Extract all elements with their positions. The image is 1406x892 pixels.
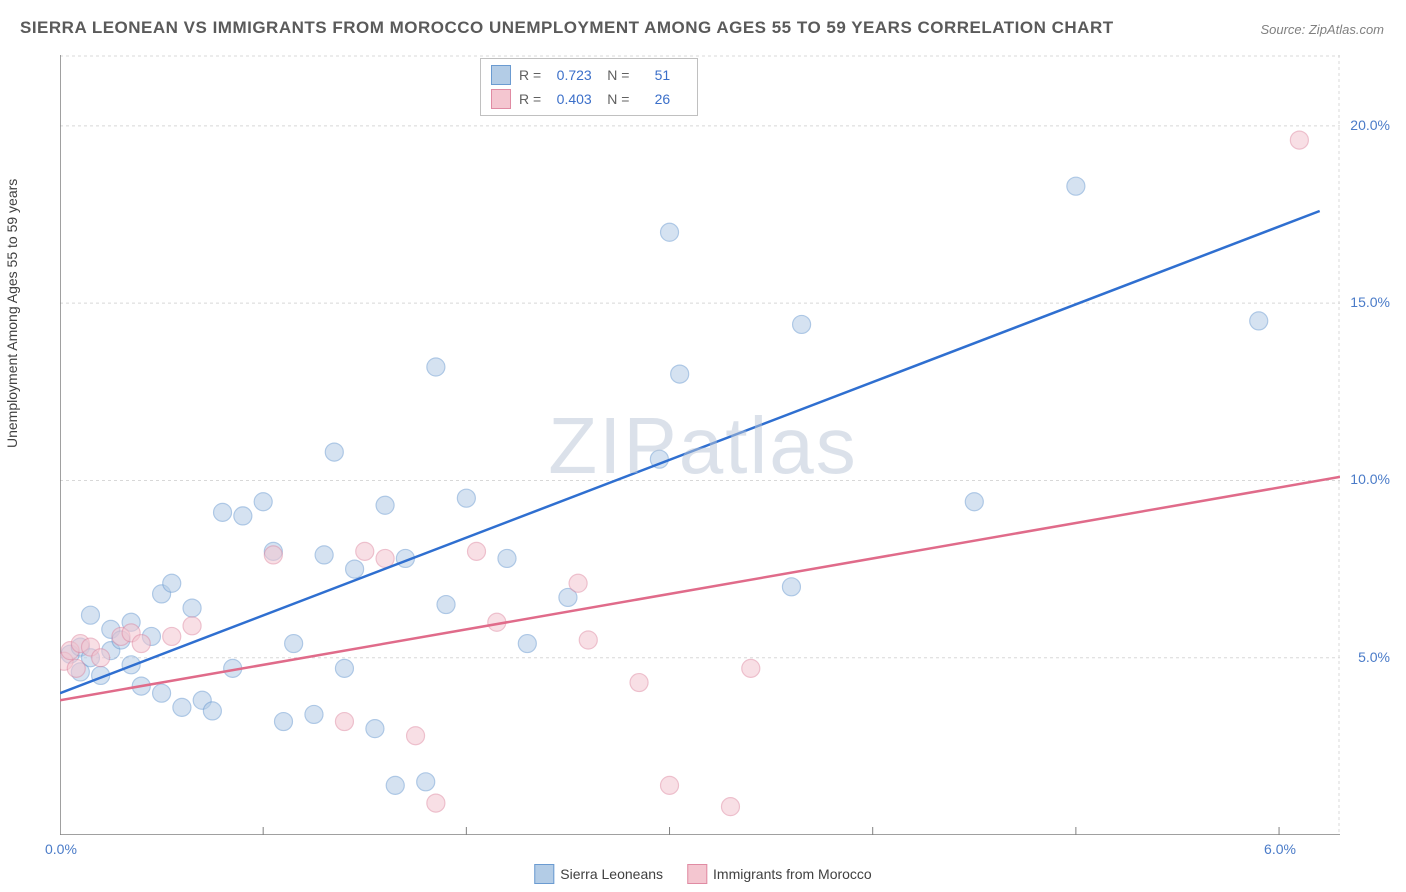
legend-item-2: Immigrants from Morocco — [687, 864, 872, 884]
r-label: R = — [519, 67, 541, 83]
legend-stats-row-1: R = 0.723 N = 51 — [491, 63, 687, 87]
source-label: Source: ZipAtlas.com — [1260, 22, 1384, 37]
swatch-blue-icon — [534, 864, 554, 884]
swatch-pink-icon — [491, 89, 511, 109]
legend-stats: R = 0.723 N = 51 R = 0.403 N = 26 — [480, 58, 698, 116]
swatch-blue-icon — [491, 65, 511, 85]
chart-title: SIERRA LEONEAN VS IMMIGRANTS FROM MOROCC… — [20, 18, 1114, 38]
n-label: N = — [607, 67, 629, 83]
legend-item-1: Sierra Leoneans — [534, 864, 663, 884]
legend-label-1: Sierra Leoneans — [560, 866, 663, 882]
y-axis-label: Unemployment Among Ages 55 to 59 years — [4, 179, 20, 448]
legend-bottom: Sierra Leoneans Immigrants from Morocco — [534, 864, 871, 884]
n-value-2: 26 — [637, 91, 687, 107]
legend-label-2: Immigrants from Morocco — [713, 866, 872, 882]
y-tick-label: 5.0% — [1358, 649, 1390, 665]
r-value-1: 0.723 — [549, 67, 599, 83]
swatch-pink-icon — [687, 864, 707, 884]
legend-stats-row-2: R = 0.403 N = 26 — [491, 87, 687, 111]
x-tick-label: 6.0% — [1264, 841, 1296, 857]
y-tick-label: 20.0% — [1350, 117, 1390, 133]
n-value-1: 51 — [637, 67, 687, 83]
n-label: N = — [607, 91, 629, 107]
r-label: R = — [519, 91, 541, 107]
x-tick-label: 0.0% — [45, 841, 77, 857]
scatter-chart — [60, 55, 1340, 835]
y-tick-label: 10.0% — [1350, 471, 1390, 487]
r-value-2: 0.403 — [549, 91, 599, 107]
y-tick-label: 15.0% — [1350, 294, 1390, 310]
